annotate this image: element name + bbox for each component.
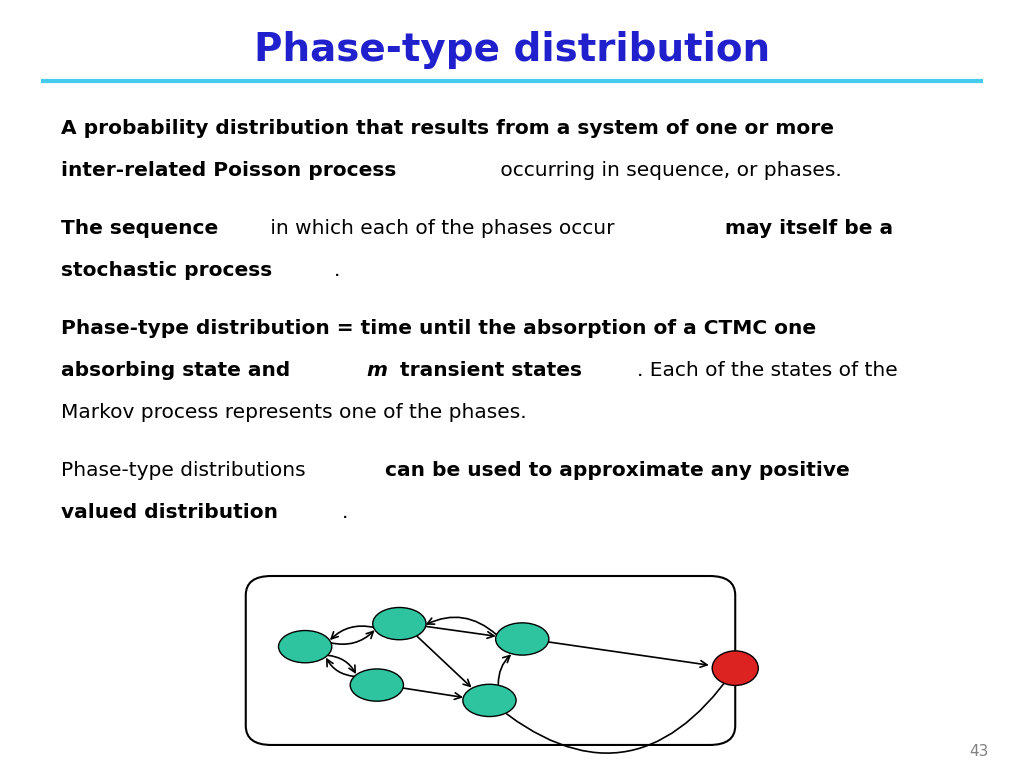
- FancyArrowPatch shape: [403, 688, 461, 700]
- FancyArrowPatch shape: [492, 672, 732, 753]
- Text: .: .: [341, 503, 348, 522]
- Ellipse shape: [350, 669, 403, 701]
- Text: 43: 43: [969, 743, 988, 759]
- Ellipse shape: [463, 684, 516, 717]
- FancyArrowPatch shape: [417, 637, 470, 687]
- FancyArrowPatch shape: [331, 631, 374, 644]
- Text: in which each of the phases occur: in which each of the phases occur: [264, 219, 622, 238]
- Text: may itself be a: may itself be a: [725, 219, 893, 238]
- Text: valued distribution: valued distribution: [61, 503, 279, 522]
- Text: .: .: [334, 261, 340, 280]
- Text: m: m: [367, 361, 387, 380]
- Text: transient states: transient states: [393, 361, 583, 380]
- FancyArrowPatch shape: [331, 626, 374, 639]
- Ellipse shape: [496, 623, 549, 655]
- Text: occurring in sequence, or phases.: occurring in sequence, or phases.: [495, 161, 842, 180]
- Text: absorbing state and: absorbing state and: [61, 361, 298, 380]
- Ellipse shape: [713, 651, 758, 685]
- FancyBboxPatch shape: [246, 576, 735, 745]
- FancyArrowPatch shape: [426, 627, 494, 638]
- Ellipse shape: [373, 607, 426, 640]
- Text: can be used to approximate any positive: can be used to approximate any positive: [385, 461, 850, 480]
- Text: Phase-type distribution: Phase-type distribution: [254, 31, 770, 68]
- FancyArrowPatch shape: [328, 655, 355, 673]
- Ellipse shape: [279, 631, 332, 663]
- Text: Phase-type distributions: Phase-type distributions: [61, 461, 312, 480]
- FancyArrowPatch shape: [499, 656, 510, 684]
- Text: Phase-type distribution = time until the absorption of a CTMC one: Phase-type distribution = time until the…: [61, 319, 816, 338]
- FancyArrowPatch shape: [427, 617, 497, 634]
- FancyArrowPatch shape: [549, 642, 707, 667]
- Text: inter-related Poisson process: inter-related Poisson process: [61, 161, 397, 180]
- FancyArrowPatch shape: [327, 659, 354, 677]
- Text: The sequence: The sequence: [61, 219, 219, 238]
- Text: stochastic process: stochastic process: [61, 261, 272, 280]
- Text: Markov process represents one of the phases.: Markov process represents one of the pha…: [61, 403, 527, 422]
- Text: . Each of the states of the: . Each of the states of the: [637, 361, 898, 380]
- Text: A probability distribution that results from a system of one or more: A probability distribution that results …: [61, 119, 835, 138]
